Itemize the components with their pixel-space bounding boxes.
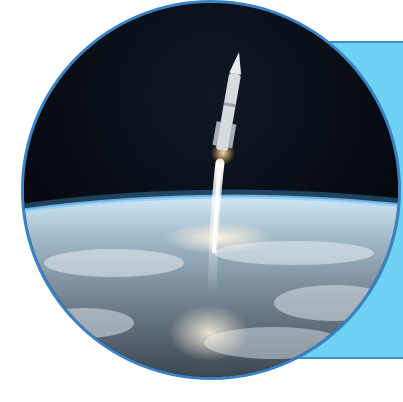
rocket-photo — [21, 0, 401, 380]
rocket — [212, 51, 242, 152]
ocean-reflection — [164, 222, 274, 254]
rocket-photo-illustration — [24, 3, 398, 377]
